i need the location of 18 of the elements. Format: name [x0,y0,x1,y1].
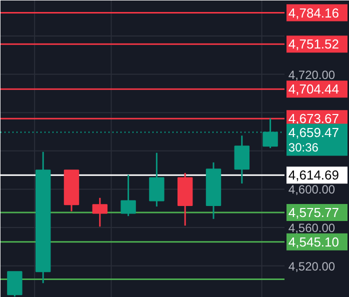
ref-line-label: 4,575.77 [288,204,340,220]
ref-line-label: 4,659.47 [288,124,340,140]
y-tick-label: 4,520.00 [288,259,336,274]
y-tick-label: 4,600.00 [288,182,336,197]
ref-line-label: 4,545.10 [288,234,340,250]
ref-line-label: 4,784.16 [288,5,340,20]
y-tick-label: 4,560.00 [288,221,336,236]
candlestick [92,197,108,228]
candlestick [7,270,22,297]
candlestick [120,174,136,217]
ref-line-label: 4,614.69 [288,168,340,183]
text: 30:36 [288,140,319,154]
candlestick [149,152,164,208]
ref-line-label: 4,673.67 [288,111,340,126]
candlestick [234,134,250,184]
y-tick-label: 4,720.00 [288,68,336,82]
ref-line-label: 4,751.52 [288,36,340,52]
ref-line-label: 4,704.44 [288,82,340,97]
